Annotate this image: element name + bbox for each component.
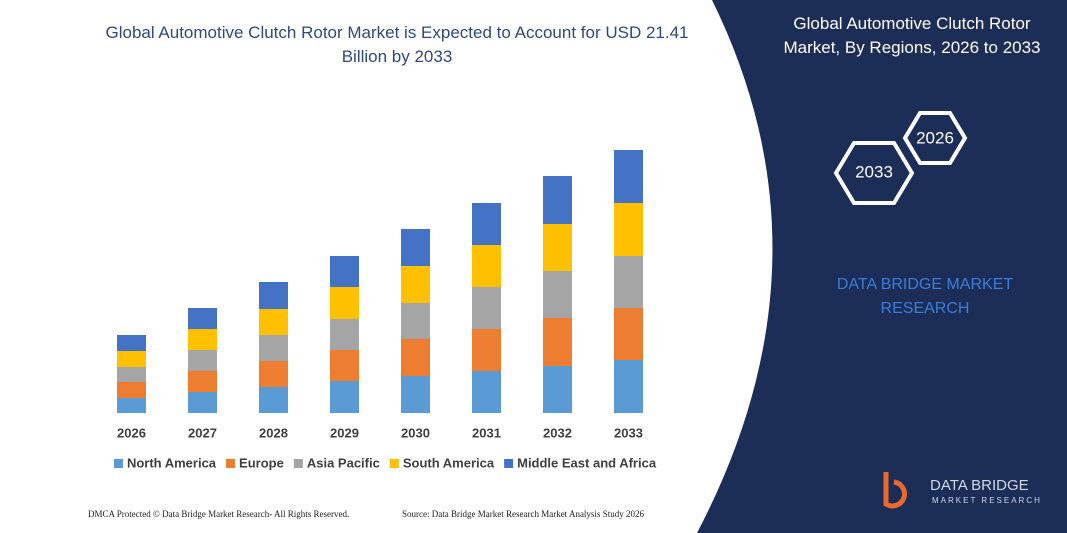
bar-segment [330, 381, 359, 413]
bar-segment [330, 319, 359, 350]
bar-segment [614, 150, 643, 203]
bar-segment [117, 398, 146, 413]
bar-segment [614, 360, 643, 413]
x-tick-label: 2032 [543, 425, 572, 440]
panel-title: Global Automotive Clutch Rotor Market, By… [783, 14, 1040, 57]
legend-label: South America [403, 455, 495, 470]
bar-segment [330, 287, 359, 319]
legend-swatch [226, 459, 236, 468]
bar-segment [117, 351, 146, 367]
footer-left: DMCA Protected © Data Bridge Market Rese… [88, 509, 349, 519]
bar-segment [259, 335, 288, 361]
bar-segment [472, 287, 501, 329]
bar-segment [543, 271, 572, 318]
logo-name: DATA BRIDGE [930, 477, 1029, 494]
bar-segment [614, 256, 643, 308]
bar-segment [188, 392, 217, 413]
bar-segment [259, 309, 288, 335]
legend-label: Asia Pacific [307, 455, 380, 470]
x-tick-label: 2031 [472, 425, 501, 440]
brand: DATA BRIDGE MARKET RESEARCH [837, 276, 1014, 317]
logo-sub: MARKET RESEARCH [932, 496, 1042, 505]
side-panel [697, 0, 1067, 533]
hexagon [833, 141, 915, 205]
bar-segment [543, 318, 572, 366]
bar-segment [614, 308, 643, 360]
bar-segment [330, 350, 359, 381]
bar-segment [472, 245, 501, 287]
x-tick-label: 2033 [614, 425, 643, 440]
bar-segment [188, 329, 217, 350]
bar-segment [330, 256, 359, 287]
bar-segment [472, 371, 501, 413]
x-tick-label: 2028 [259, 425, 288, 440]
bar-segment [188, 308, 217, 329]
bar-segment [543, 366, 572, 413]
bar-segment [401, 229, 430, 266]
bar-segment [117, 382, 146, 398]
legend-swatch [293, 459, 303, 468]
x-tick-label: 2027 [188, 425, 217, 440]
legend-swatch [504, 459, 514, 468]
bar-segment [188, 371, 217, 392]
legend-label: Europe [239, 455, 284, 470]
chart-title: Global Automotive Clutch Rotor Market is… [105, 23, 688, 66]
x-tick-label: 2030 [401, 425, 430, 440]
bar-segment [543, 176, 572, 224]
bar-segment [259, 387, 288, 413]
legend-swatch [389, 459, 399, 468]
footer-right: Source: Data Bridge Market Research Mark… [402, 509, 644, 519]
bar-segment [472, 203, 501, 245]
bar-segment [401, 376, 430, 413]
bar-segment [543, 224, 572, 271]
hexagon [902, 111, 968, 165]
hex-label: 2026 [916, 128, 954, 147]
bar-segment [614, 203, 643, 256]
bar-segment [188, 350, 217, 371]
x-tick-label: 2029 [330, 425, 359, 440]
bar-segment [401, 303, 430, 339]
logo-icon [883, 472, 907, 509]
legend-label: North America [127, 455, 217, 470]
bar-segment [401, 339, 430, 376]
bar-segment [117, 367, 146, 382]
bar-segment [259, 361, 288, 387]
legend-swatch [113, 459, 123, 468]
x-tick-label: 2026 [117, 425, 146, 440]
bar-segment [117, 335, 146, 351]
bar-segment [259, 282, 288, 309]
bar-segment [401, 266, 430, 303]
hex-label: 2033 [855, 162, 893, 181]
bar-segment [472, 329, 501, 371]
legend-label: Middle East and Africa [517, 455, 657, 470]
